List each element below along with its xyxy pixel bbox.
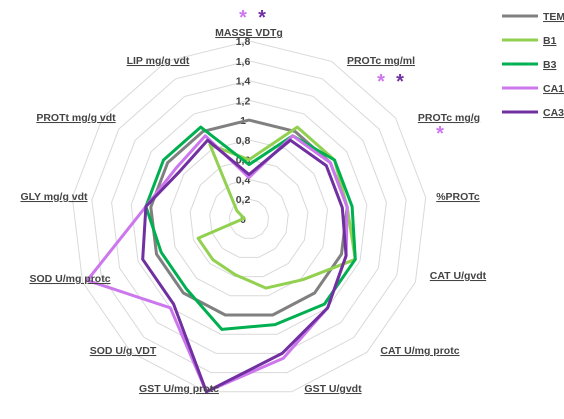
series-line-ca1 [85, 134, 349, 394]
axis-label: GST U/mg protc [139, 383, 219, 395]
legend-label: TEM [543, 11, 564, 23]
tick-label: 0,4 [236, 174, 251, 186]
axis-label: CAT U/mg protc [380, 345, 459, 357]
radar-grid [71, 40, 427, 393]
axis-label: PROTc mg/ml [347, 55, 415, 67]
series-lines [85, 118, 357, 394]
grid-ring [209, 178, 289, 258]
grid-ring [189, 159, 309, 278]
grid-ring [169, 139, 329, 297]
significance-star: * [258, 7, 266, 29]
tick-label: 0,2 [236, 194, 251, 206]
radial-tick-labels: 00,20,40,60,811,21,41,61,8 [236, 36, 251, 226]
significance-star: * [377, 71, 385, 93]
tick-label: 1,8 [236, 36, 251, 48]
axis-label: CAT U/gvdt [430, 270, 487, 282]
tick-label: 1,2 [236, 95, 251, 107]
tick-label: 1,4 [236, 76, 251, 88]
axis-label: GLY mg/g vdt [20, 191, 88, 203]
axis-label: SOD U/g VDT [90, 345, 157, 357]
legend-label: CA3 [543, 107, 564, 119]
grid-ring [130, 99, 368, 335]
axis-labels: MASSE VDTg PROTc mg/ml PROTc mg/g %PROTc CAT… [20, 27, 486, 395]
legend-label: B3 [543, 59, 557, 71]
tick-label: 0,8 [236, 135, 251, 147]
axis-label: PROTc mg/g [418, 112, 480, 124]
legend-label: CA1 [543, 83, 564, 95]
tick-label: 1,6 [236, 56, 251, 68]
legend-label: B1 [543, 35, 557, 47]
axis-label: %PROTc [436, 191, 480, 203]
grid-ring [111, 80, 387, 354]
axis-label: SOD U/mg protc [29, 273, 110, 285]
significance-star: * [396, 71, 404, 93]
series-line-b3 [144, 125, 357, 331]
axis-label: LIP mg/g vdt [127, 55, 190, 67]
legend: TEM B1 B3 CA1 CA3 [502, 11, 564, 119]
axis-label: PROTt mg/g vdt [36, 112, 116, 124]
series-line-ca3 [141, 138, 348, 394]
grid-ring [71, 40, 427, 393]
grid-ring [228, 198, 270, 239]
significance-star: * [239, 7, 247, 29]
significance-star: * [436, 123, 444, 145]
axis-label: MASSE VDTg [215, 27, 283, 39]
axis-label: GST U/gvdt [304, 383, 362, 395]
significance-markers: * * * * * [239, 7, 444, 145]
